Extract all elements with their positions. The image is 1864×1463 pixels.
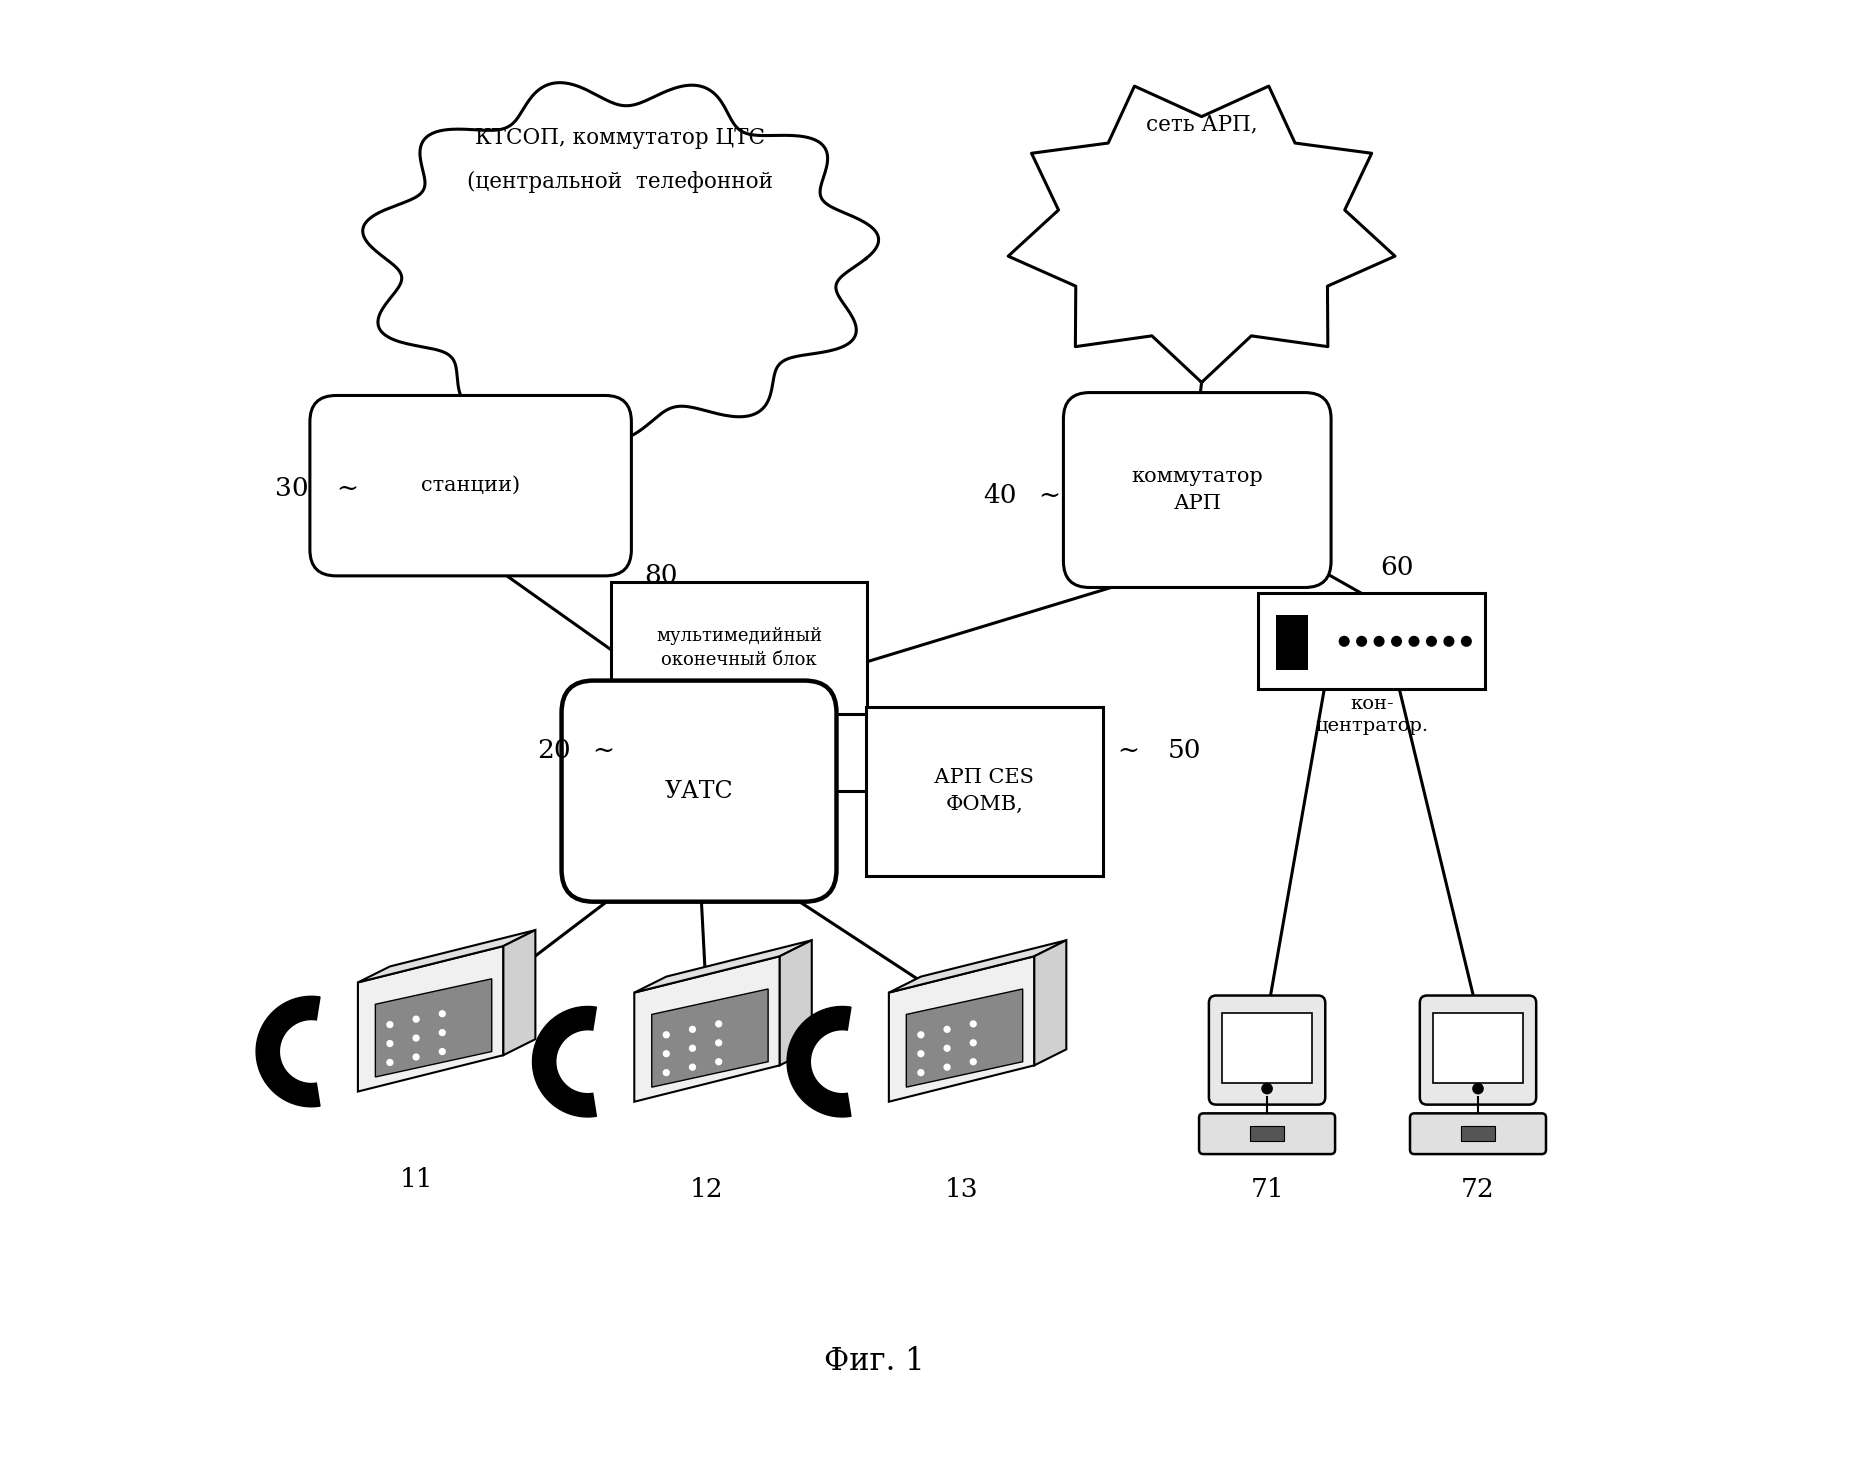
- Polygon shape: [1035, 941, 1066, 1065]
- FancyBboxPatch shape: [1461, 1127, 1493, 1141]
- Text: ~: ~: [1117, 737, 1139, 762]
- Circle shape: [714, 1020, 721, 1027]
- FancyBboxPatch shape: [1208, 995, 1325, 1105]
- Circle shape: [1355, 636, 1366, 647]
- Circle shape: [1426, 636, 1435, 647]
- FancyBboxPatch shape: [1419, 995, 1536, 1105]
- Circle shape: [917, 1069, 925, 1077]
- Polygon shape: [362, 83, 878, 440]
- Polygon shape: [889, 941, 1066, 992]
- Circle shape: [917, 1031, 925, 1039]
- Text: 11: 11: [399, 1167, 432, 1192]
- Polygon shape: [787, 1007, 850, 1116]
- Circle shape: [1460, 636, 1471, 647]
- FancyBboxPatch shape: [611, 582, 867, 714]
- Circle shape: [969, 1020, 977, 1027]
- Text: ~: ~: [1038, 483, 1061, 508]
- Circle shape: [943, 1045, 951, 1052]
- Circle shape: [714, 1058, 721, 1065]
- Text: сеть АРП,: сеть АРП,: [1144, 114, 1256, 136]
- Polygon shape: [358, 947, 503, 1091]
- Text: 12: 12: [690, 1178, 723, 1203]
- Polygon shape: [634, 957, 779, 1102]
- Circle shape: [412, 1034, 419, 1042]
- FancyBboxPatch shape: [561, 680, 837, 901]
- FancyBboxPatch shape: [1249, 1127, 1282, 1141]
- Circle shape: [688, 1045, 695, 1052]
- Circle shape: [1443, 636, 1454, 647]
- Circle shape: [1372, 636, 1383, 647]
- Text: 40: 40: [982, 483, 1016, 508]
- Polygon shape: [906, 989, 1021, 1087]
- Text: 50: 50: [1167, 737, 1200, 762]
- Circle shape: [438, 1028, 445, 1036]
- Text: АРП CES
ФОМВ,: АРП CES ФОМВ,: [934, 768, 1033, 813]
- FancyBboxPatch shape: [1409, 1113, 1545, 1154]
- FancyBboxPatch shape: [309, 395, 632, 576]
- Text: 13: 13: [945, 1178, 979, 1203]
- Circle shape: [412, 1015, 419, 1023]
- Polygon shape: [358, 930, 535, 983]
- Text: (центральной  телефонной: (центральной телефонной: [466, 171, 772, 193]
- Text: КТСОП, коммутатор ЦТС: КТСОП, коммутатор ЦТС: [475, 127, 764, 149]
- Text: УАТС: УАТС: [664, 780, 733, 803]
- Text: коммутатор
АРП: коммутатор АРП: [1131, 467, 1262, 512]
- Text: ~: ~: [591, 737, 613, 762]
- Text: 30: 30: [274, 475, 308, 500]
- Text: мультимедийный
оконечный блок: мультимедийный оконечный блок: [656, 628, 822, 669]
- Circle shape: [969, 1039, 977, 1046]
- Circle shape: [943, 1064, 951, 1071]
- FancyBboxPatch shape: [1199, 1113, 1335, 1154]
- Circle shape: [386, 1021, 393, 1028]
- Polygon shape: [889, 957, 1035, 1102]
- Bar: [1275, 614, 1307, 670]
- Circle shape: [1391, 636, 1402, 647]
- FancyBboxPatch shape: [1432, 1012, 1523, 1083]
- Circle shape: [412, 1053, 419, 1061]
- Circle shape: [386, 1059, 393, 1067]
- Circle shape: [662, 1050, 669, 1058]
- Circle shape: [969, 1058, 977, 1065]
- Circle shape: [662, 1069, 669, 1077]
- Circle shape: [1471, 1083, 1484, 1094]
- FancyBboxPatch shape: [1258, 594, 1484, 689]
- Text: станции): станции): [421, 475, 520, 494]
- Text: 20: 20: [537, 737, 570, 762]
- Circle shape: [943, 1026, 951, 1033]
- Polygon shape: [634, 941, 811, 992]
- Polygon shape: [1008, 86, 1394, 382]
- Polygon shape: [651, 989, 768, 1087]
- Circle shape: [1407, 636, 1419, 647]
- Circle shape: [688, 1064, 695, 1071]
- Circle shape: [438, 1048, 445, 1055]
- Circle shape: [1338, 636, 1350, 647]
- Circle shape: [662, 1031, 669, 1039]
- FancyBboxPatch shape: [1062, 392, 1331, 588]
- Circle shape: [386, 1040, 393, 1048]
- Circle shape: [917, 1050, 925, 1058]
- Circle shape: [1260, 1083, 1273, 1094]
- Polygon shape: [779, 941, 811, 1065]
- Polygon shape: [503, 930, 535, 1055]
- Text: 72: 72: [1460, 1178, 1495, 1203]
- Circle shape: [688, 1026, 695, 1033]
- Text: ~: ~: [336, 475, 358, 500]
- Text: 60: 60: [1379, 554, 1413, 579]
- Text: 71: 71: [1249, 1178, 1282, 1203]
- Circle shape: [714, 1039, 721, 1046]
- Polygon shape: [375, 979, 492, 1077]
- Text: 80: 80: [645, 563, 678, 588]
- Circle shape: [438, 1009, 445, 1017]
- Text: кон-
центратор.: кон- центратор.: [1314, 695, 1428, 736]
- Polygon shape: [533, 1007, 596, 1116]
- FancyBboxPatch shape: [1221, 1012, 1312, 1083]
- Text: Фиг. 1: Фиг. 1: [824, 1346, 925, 1377]
- FancyBboxPatch shape: [865, 707, 1102, 875]
- Polygon shape: [255, 996, 321, 1107]
